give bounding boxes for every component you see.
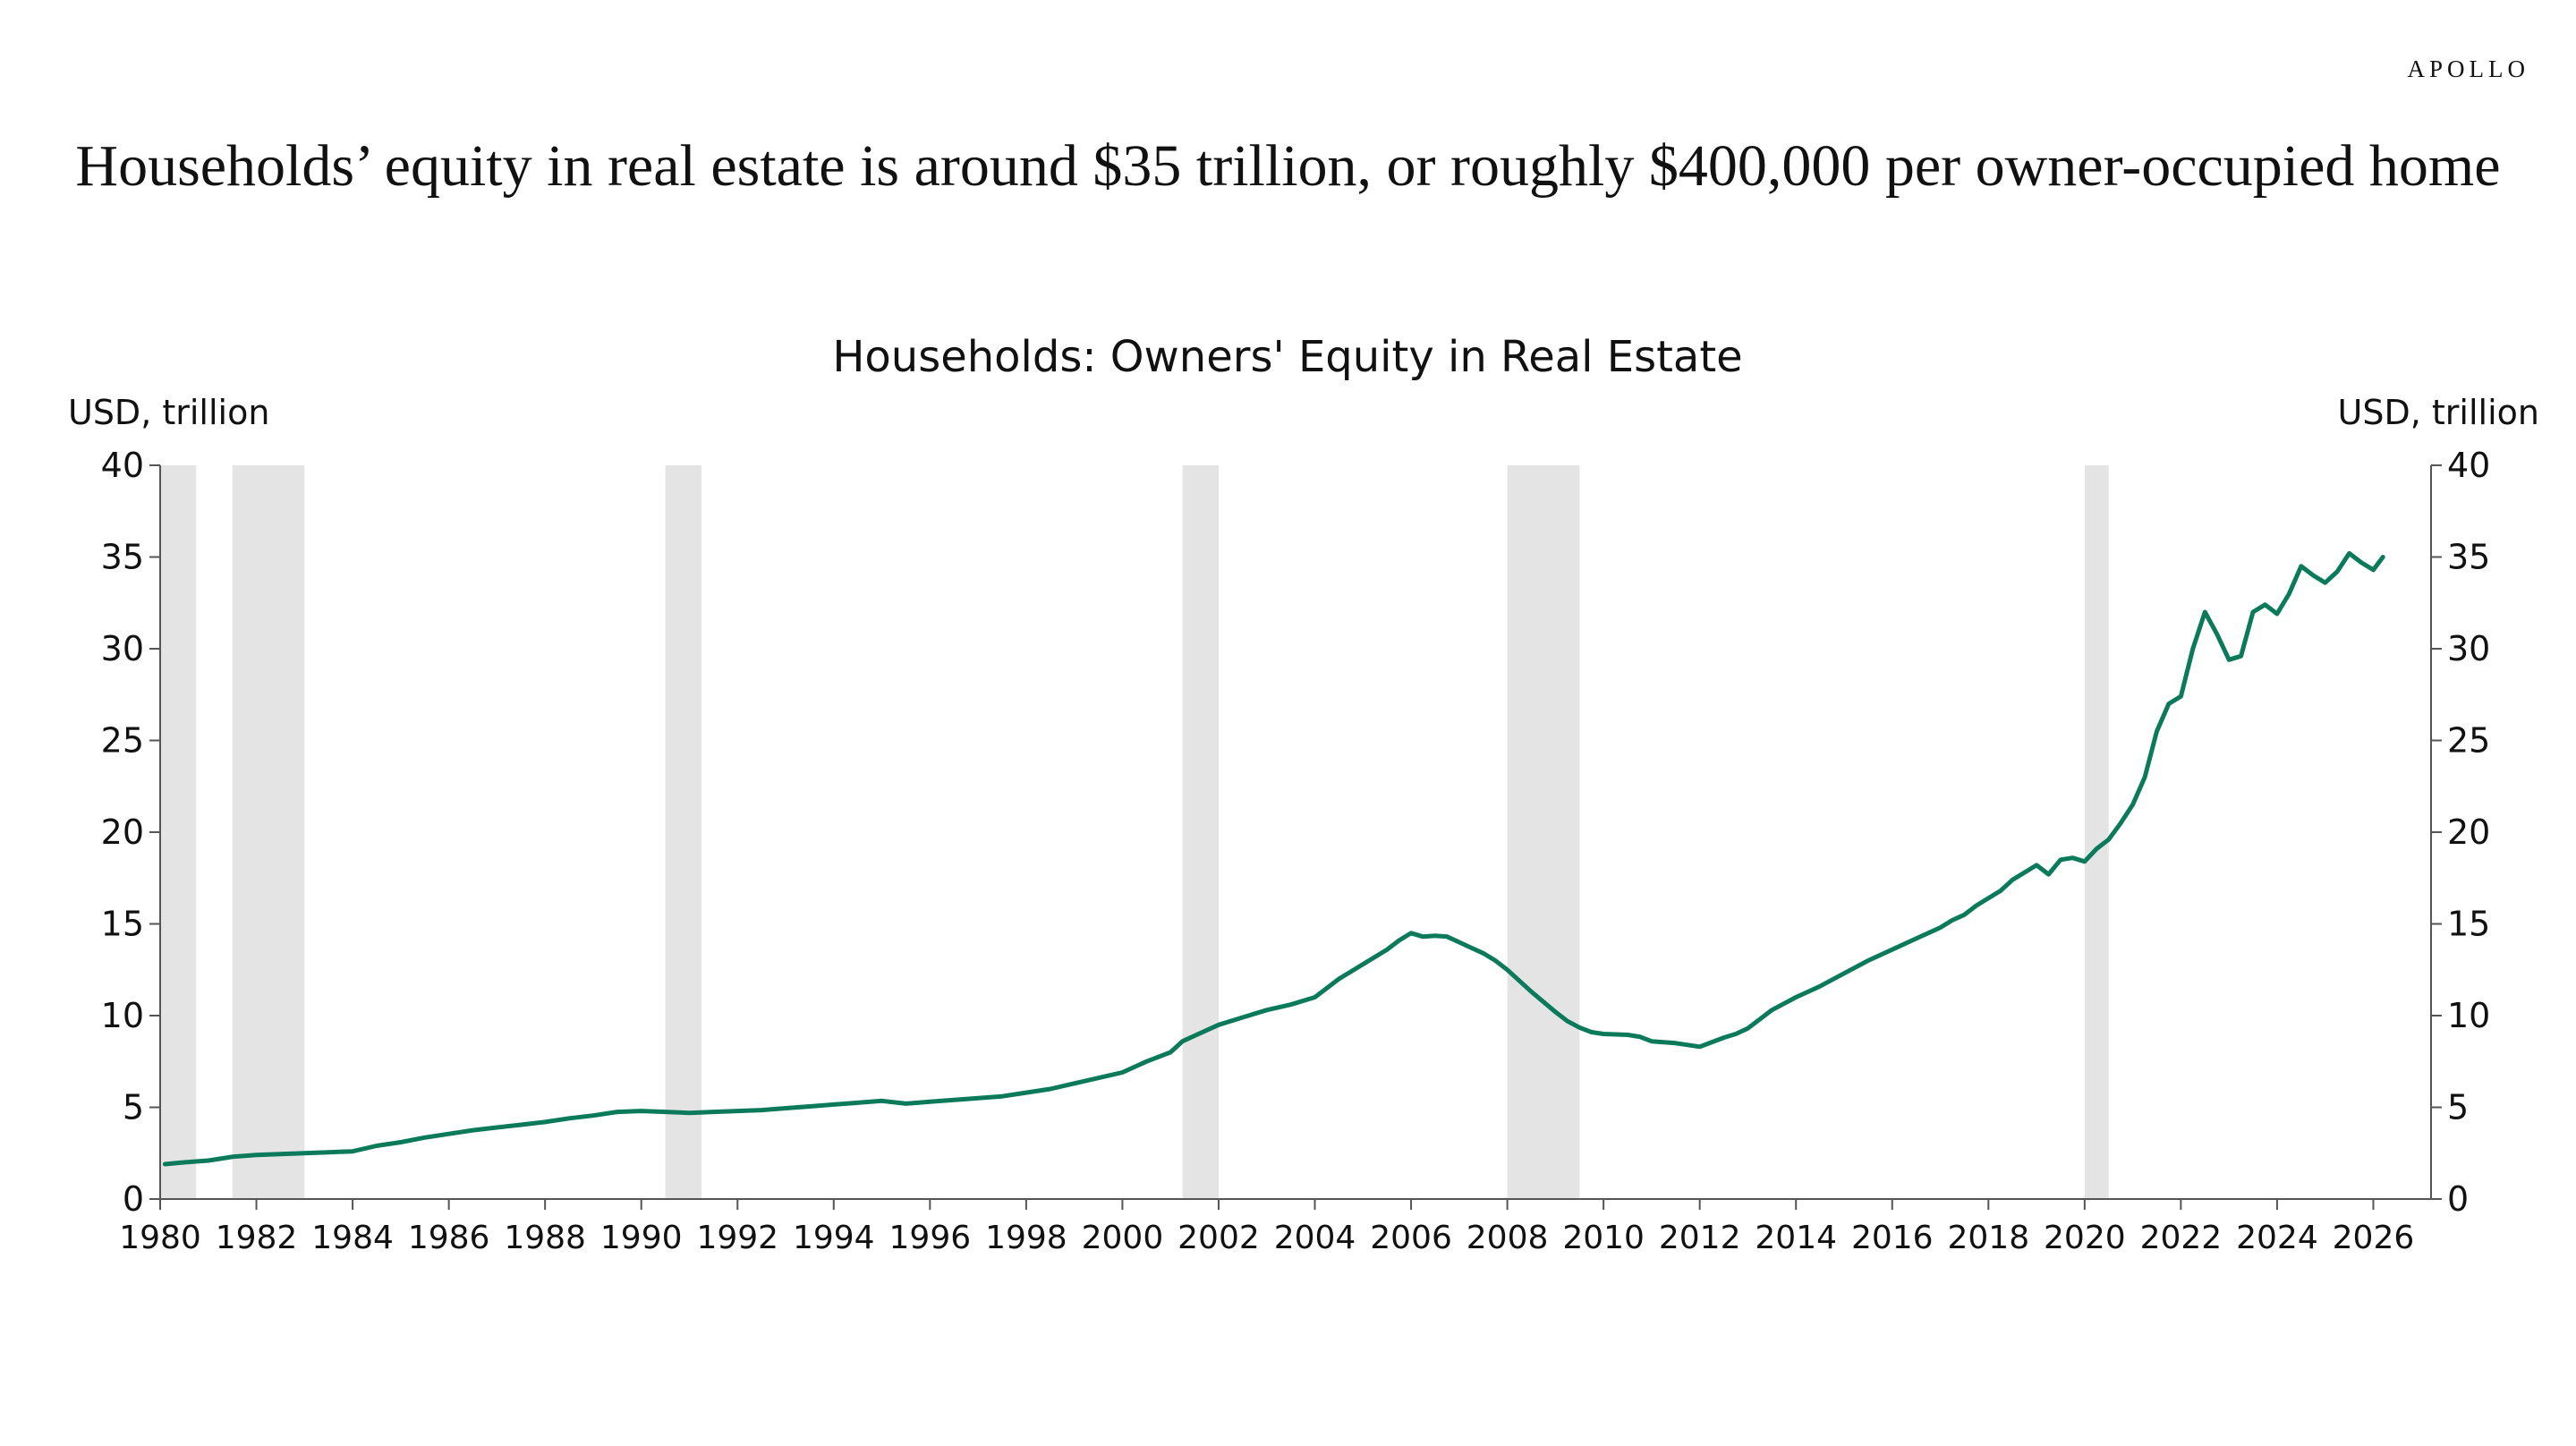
recession-band-4: [1182, 465, 1219, 1199]
y-tick-label-left: 40: [101, 446, 144, 485]
y-tick-label-right: 30: [2447, 629, 2490, 668]
x-tick-label: 1982: [216, 1220, 298, 1256]
y-tick-label-left: 0: [123, 1179, 144, 1219]
x-tick-label: 2006: [1370, 1220, 1452, 1256]
x-tick-label: 2014: [1755, 1220, 1837, 1256]
x-tick-label: 2000: [1082, 1220, 1164, 1256]
x-tick-label: 2026: [2333, 1220, 2415, 1256]
x-tick-label: 1990: [600, 1220, 683, 1256]
y-axis-label-right: USD, trillion: [2338, 393, 2539, 432]
y-tick-label-right: 0: [2447, 1179, 2469, 1219]
x-tick-label: 1986: [408, 1220, 490, 1256]
x-tick-label: 1994: [793, 1220, 875, 1256]
x-tick-label: 2022: [2140, 1220, 2223, 1256]
y-tick-label-left: 30: [101, 629, 144, 668]
y-tick-label-right: 15: [2447, 905, 2490, 944]
y-tick-label-right: 25: [2447, 721, 2490, 761]
y-tick-label-left: 5: [123, 1088, 144, 1127]
recession-band-6: [2084, 465, 2109, 1199]
x-tick-label: 1998: [985, 1220, 1067, 1256]
x-tick-label: 1988: [504, 1220, 586, 1256]
page-headline: Households’ equity in real estate is aro…: [75, 133, 2501, 199]
x-tick-label: 2016: [1851, 1220, 1934, 1256]
x-tick-label: 2010: [1562, 1220, 1645, 1256]
chart-title: Households: Owners' Equity in Real Estat…: [832, 332, 1742, 382]
x-tick-label: 1980: [119, 1220, 201, 1256]
y-tick-label-right: 35: [2447, 538, 2490, 577]
brand-logo: APOLLO: [2407, 55, 2529, 82]
x-tick-label: 1992: [696, 1220, 778, 1256]
x-tick-label: 1996: [889, 1220, 972, 1256]
recession-band-1: [160, 465, 197, 1199]
y-tick-label-right: 10: [2447, 996, 2490, 1035]
recession-band-5: [1507, 465, 1580, 1199]
x-tick-label: 2008: [1467, 1220, 1549, 1256]
x-tick-label: 1984: [311, 1220, 394, 1256]
y-tick-label-right: 40: [2447, 446, 2490, 485]
recession-bands: [160, 465, 2109, 1199]
tick-labels: 1980 1982 1984 1986 1988 1990 1992 1994 1996 1998…: [101, 446, 2491, 1256]
x-tick-label: 2018: [1947, 1220, 2029, 1256]
y-tick-label-left: 25: [101, 721, 144, 761]
y-tick-label-right: 5: [2447, 1088, 2469, 1127]
x-tick-label: 2004: [1274, 1220, 1356, 1256]
series-line-owners-equity: [162, 550, 2385, 1167]
recession-band-3: [665, 465, 701, 1199]
x-tick-label: 2020: [2044, 1220, 2126, 1256]
y-tick-label-left: 20: [101, 812, 144, 852]
y-tick-label-left: 15: [101, 905, 144, 944]
y-axis-label-left: USD, trillion: [68, 393, 269, 432]
x-tick-label: 2012: [1659, 1220, 1741, 1256]
y-tick-label-right: 20: [2447, 812, 2490, 852]
y-tick-label-left: 35: [101, 538, 144, 577]
y-tick-label-left: 10: [101, 996, 144, 1035]
recession-band-2: [232, 465, 305, 1199]
x-tick-label: 2002: [1177, 1220, 1260, 1256]
x-tick-label: 2024: [2236, 1220, 2318, 1256]
